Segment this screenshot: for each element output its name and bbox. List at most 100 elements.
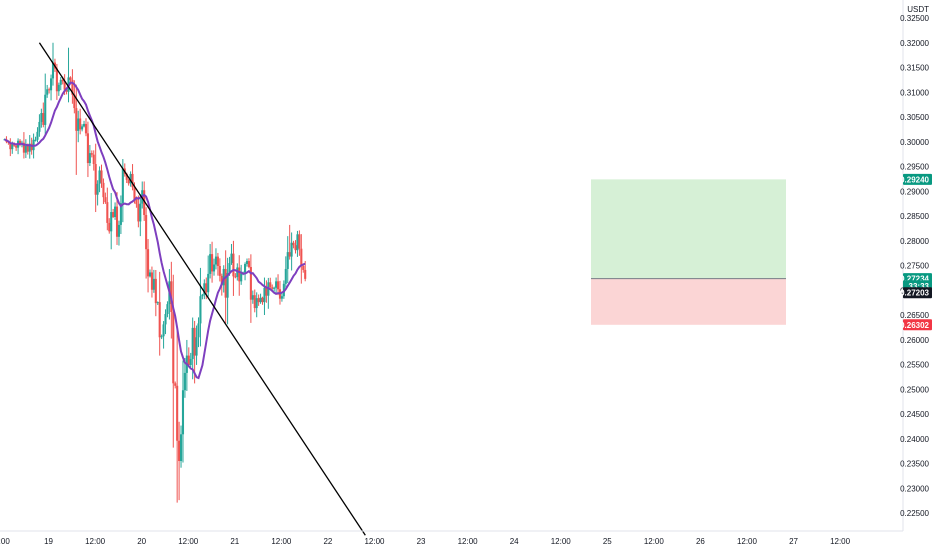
candle-body <box>174 383 177 386</box>
candle <box>84 118 88 137</box>
time-tick-label: 19 <box>44 537 53 546</box>
candle-body <box>197 323 200 338</box>
candle-body <box>71 79 74 95</box>
candle-body <box>290 242 293 257</box>
candle <box>57 82 60 96</box>
candle <box>154 269 157 317</box>
candle-body <box>150 272 153 290</box>
candle-body <box>119 203 122 225</box>
candle <box>298 230 301 256</box>
candle-body <box>228 263 231 273</box>
candle-body <box>195 337 198 356</box>
position-loss-zone[interactable] <box>591 278 786 325</box>
candle-body <box>271 287 274 289</box>
price-tag-bg <box>903 287 932 299</box>
candle-body <box>247 261 250 267</box>
candle-body <box>224 268 227 298</box>
candle-body <box>57 84 60 92</box>
candle-body <box>253 295 256 309</box>
candle-body <box>127 179 130 184</box>
candle-body <box>18 140 22 145</box>
price-tag-bg <box>903 319 932 331</box>
candle-body <box>114 206 117 217</box>
position-profit-zone[interactable] <box>591 179 786 279</box>
candle <box>257 294 260 306</box>
candle-body <box>131 173 134 188</box>
price-tag-label: 0.26302 <box>900 321 929 330</box>
candle <box>195 325 198 365</box>
candle-body <box>50 78 53 91</box>
candle-body <box>121 168 124 204</box>
price-tag-bg <box>903 173 932 185</box>
candle <box>166 301 169 318</box>
candle <box>71 69 74 104</box>
candle <box>152 269 155 293</box>
candle <box>238 255 241 296</box>
candle-body <box>28 143 31 152</box>
candle <box>224 250 227 324</box>
candle-body <box>96 183 99 195</box>
candle <box>50 74 53 101</box>
candle <box>42 102 45 128</box>
time-tick-label: 27 <box>789 537 798 546</box>
candle-body <box>298 234 301 249</box>
candle <box>259 293 262 304</box>
candle <box>212 258 216 276</box>
candle-body <box>288 252 291 257</box>
candle <box>199 267 202 347</box>
candle <box>187 347 190 368</box>
time-axis[interactable]: 2:00 19 12:00 20 12:00 21 12:00 22 12:00 23 12:00 2… <box>0 537 851 546</box>
candle-body <box>22 142 25 153</box>
candle-body <box>55 68 58 92</box>
price-axis[interactable]: USDT 0.32500 0.32000 0.31500 0.31000 0.30500… <box>900 5 929 518</box>
time-tick-label: 22 <box>323 537 332 546</box>
candle-body <box>42 113 45 125</box>
candle-body <box>36 131 39 140</box>
candle-body <box>176 385 179 441</box>
candle <box>253 289 256 313</box>
candle-body <box>286 252 289 269</box>
candle <box>86 121 89 178</box>
candle-body <box>139 203 142 222</box>
candle-body <box>133 187 136 200</box>
price-tick-label: 0.24500 <box>900 410 929 419</box>
candle <box>127 178 130 186</box>
candle <box>46 84 49 98</box>
position-tool[interactable] <box>591 179 786 325</box>
time-tick-label: 25 <box>603 537 612 546</box>
price-tick-label: 0.22500 <box>900 509 929 518</box>
candle <box>96 180 99 206</box>
candle <box>280 293 283 302</box>
candle-body <box>82 123 86 127</box>
candle-body <box>158 302 161 338</box>
candle-body <box>152 278 155 290</box>
candle-body <box>226 272 229 298</box>
candle <box>209 244 212 279</box>
candle-body <box>84 123 88 134</box>
candle-body <box>263 287 266 303</box>
candle <box>269 277 272 289</box>
candle-body <box>86 133 89 164</box>
candle <box>28 135 31 159</box>
candle-body <box>259 297 262 303</box>
candle <box>137 195 140 228</box>
time-tick-label: 12:00 <box>551 537 572 546</box>
candle <box>218 258 221 282</box>
candle <box>160 334 163 340</box>
time-tick-label: 12:00 <box>178 537 199 546</box>
candle-body <box>304 269 307 279</box>
candle-body <box>214 256 218 265</box>
time-tick-label: 20 <box>137 537 146 546</box>
candle <box>197 317 200 348</box>
candle-body <box>63 81 66 90</box>
candle <box>117 220 121 246</box>
price-tag-label: 0.27203 <box>900 289 929 298</box>
trendline-drawing[interactable] <box>38 42 366 536</box>
candle <box>108 218 111 234</box>
time-tick-label: 2:00 <box>0 537 10 546</box>
candle <box>201 293 204 300</box>
trendline[interactable] <box>38 42 366 536</box>
candle <box>102 178 105 205</box>
candle <box>38 114 41 137</box>
